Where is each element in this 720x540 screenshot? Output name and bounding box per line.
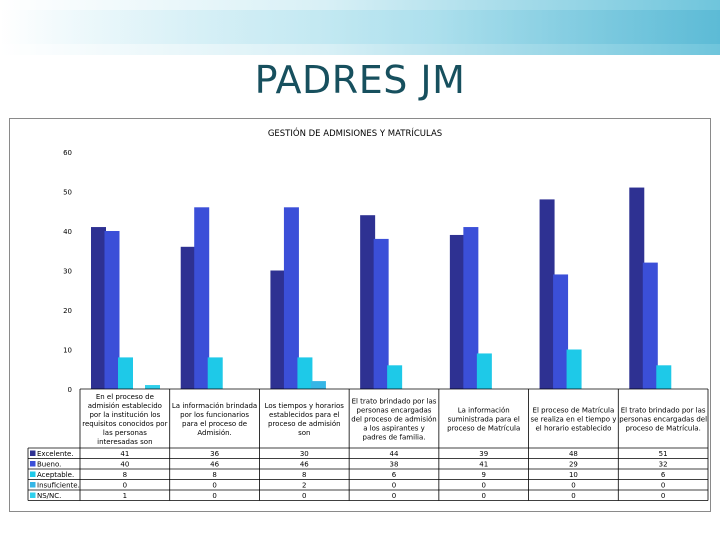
bar bbox=[629, 187, 645, 389]
bar bbox=[310, 381, 326, 389]
bar bbox=[656, 365, 672, 389]
table-cell-value: 0 bbox=[392, 482, 396, 490]
bar-chart: GESTIÓN DE ADMISIONES Y MATRÍCULAS 01020… bbox=[27, 127, 709, 501]
table-cell-value: 0 bbox=[661, 482, 665, 490]
bar bbox=[283, 207, 299, 389]
y-tick-label: 20 bbox=[63, 307, 72, 315]
category-label: Los tiempos y horarios establecidos para … bbox=[265, 402, 345, 437]
table-cell-value: 46 bbox=[300, 461, 309, 469]
table-cell-value: 36 bbox=[210, 450, 219, 458]
header-band bbox=[0, 0, 720, 55]
table-cell-value: 10 bbox=[569, 471, 578, 479]
table-cell-value: 6 bbox=[392, 471, 397, 479]
table-cell-value: 0 bbox=[481, 492, 485, 500]
category-label: El proceso de Matrícula se realiza en el … bbox=[530, 407, 616, 433]
bar bbox=[642, 262, 658, 389]
y-axis: 0 10 20 30 40 50 60 bbox=[63, 149, 72, 394]
table-cell-value: 0 bbox=[481, 482, 485, 490]
bar bbox=[118, 357, 133, 389]
legend-label: Excelente. bbox=[37, 450, 74, 458]
legend-label: Insuficiente. bbox=[37, 482, 80, 490]
table-cell-value: 41 bbox=[479, 461, 488, 469]
category-label: El trato brindado por las personas encarg… bbox=[619, 407, 707, 433]
bars bbox=[91, 187, 672, 389]
bar bbox=[360, 215, 376, 389]
category-label: El trato brindado por las personas encarg… bbox=[351, 398, 437, 442]
table-cell-value: 2 bbox=[302, 482, 306, 490]
y-tick-label: 50 bbox=[63, 189, 72, 197]
bar bbox=[476, 353, 492, 389]
header-stripe bbox=[0, 10, 720, 44]
bar bbox=[145, 385, 160, 389]
table-cell-value: 0 bbox=[392, 492, 396, 500]
chart-frame: GESTIÓN DE ADMISIONES Y MATRÍCULAS 0 10 20… bbox=[9, 118, 711, 512]
legend-swatch bbox=[30, 461, 36, 467]
table-cell-value: 32 bbox=[659, 461, 668, 469]
legend-label: Bueno. bbox=[37, 461, 61, 469]
legend-swatch bbox=[30, 482, 36, 488]
table-cell-value: 29 bbox=[569, 461, 578, 469]
table-cell-value: 0 bbox=[123, 482, 127, 490]
table-cell-value: 46 bbox=[210, 461, 219, 469]
legend-swatch bbox=[30, 492, 36, 498]
table-cell-value: 0 bbox=[571, 482, 575, 490]
table-cell-value: 48 bbox=[569, 450, 578, 458]
table-cell-value: 8 bbox=[123, 471, 127, 479]
table-cell-value: 38 bbox=[390, 461, 399, 469]
bar bbox=[539, 199, 555, 389]
table-cell-value: 6 bbox=[661, 471, 666, 479]
table-cell-value: 0 bbox=[212, 492, 216, 500]
table-cell-value: 44 bbox=[390, 450, 399, 458]
y-tick-label: 40 bbox=[63, 228, 72, 236]
bar bbox=[387, 365, 403, 389]
data-table: En el proceso de admisión establecido por … bbox=[27, 388, 709, 501]
slide-title: PADRES JM bbox=[254, 58, 466, 102]
y-tick-label: 10 bbox=[63, 347, 72, 355]
bar bbox=[180, 246, 196, 389]
bar bbox=[463, 227, 479, 389]
table-cell-value: 0 bbox=[212, 482, 216, 490]
table-cell-value: 41 bbox=[120, 450, 129, 458]
bar bbox=[449, 234, 465, 389]
chart-title: GESTIÓN DE ADMISIONES Y MATRÍCULAS bbox=[268, 127, 442, 139]
category-label: La información brindada por los funcionar… bbox=[172, 402, 257, 437]
bar bbox=[373, 238, 389, 389]
legend-swatch bbox=[30, 450, 36, 456]
table-cell-value: 1 bbox=[123, 492, 127, 500]
table-cell-value: 9 bbox=[481, 471, 485, 479]
y-tick-label: 30 bbox=[63, 268, 72, 276]
bar bbox=[207, 357, 223, 389]
legend-label: NS/NC. bbox=[37, 492, 61, 500]
table-cell-value: 0 bbox=[571, 492, 575, 500]
bar bbox=[297, 357, 313, 389]
y-tick-label: 0 bbox=[68, 386, 72, 394]
category-label: En el proceso de admisión establecido por … bbox=[82, 393, 167, 446]
bar bbox=[553, 274, 569, 389]
legend-swatch bbox=[30, 471, 36, 477]
legend-label: Aceptable. bbox=[37, 471, 74, 479]
bar bbox=[194, 207, 210, 389]
table-cell-value: 8 bbox=[302, 471, 306, 479]
category-label: La información suministrada para el proces… bbox=[447, 407, 520, 433]
bar bbox=[270, 270, 286, 389]
table-cell-value: 30 bbox=[300, 450, 309, 458]
table-cell-value: 40 bbox=[120, 461, 129, 469]
table-cell-value: 8 bbox=[212, 471, 216, 479]
bar bbox=[91, 227, 106, 389]
y-tick-label: 60 bbox=[63, 149, 72, 157]
table-cell-value: 0 bbox=[661, 492, 665, 500]
bar bbox=[566, 349, 582, 389]
table-cell-value: 39 bbox=[479, 450, 488, 458]
bar bbox=[104, 231, 120, 389]
table-cell-value: 0 bbox=[302, 492, 306, 500]
table-cell-value: 51 bbox=[659, 450, 668, 458]
